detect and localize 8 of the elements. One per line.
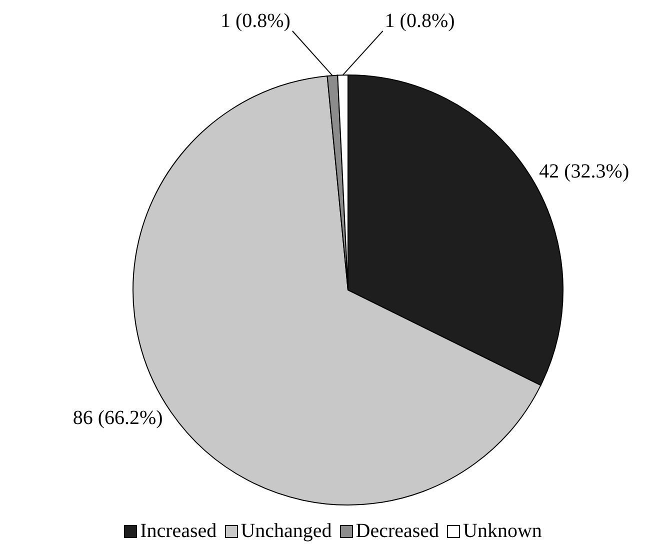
legend-label: Unchanged [240,520,332,543]
legend-label: Decreased [354,520,440,543]
data-label: 1 (0.8%) [384,10,455,32]
data-label: 86 (66.2%) [72,406,163,429]
legend-label: Increased [139,520,217,543]
legend-label: Unknown [462,520,542,543]
data-label: 42 (32.3%) [539,160,630,182]
data-label: 1 (0.8%) [220,10,290,32]
